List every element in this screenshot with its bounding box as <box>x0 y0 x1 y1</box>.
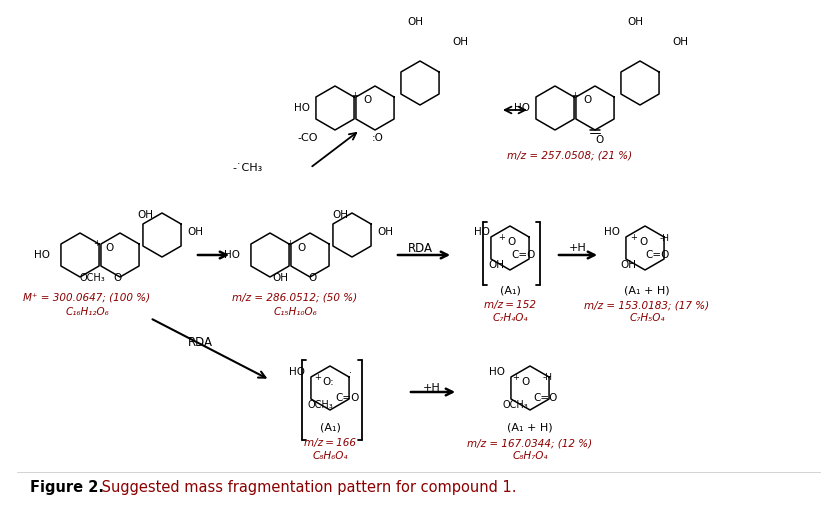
Text: HO: HO <box>513 103 529 113</box>
Text: +: + <box>314 372 321 382</box>
Text: Figure 2.: Figure 2. <box>30 480 104 495</box>
Text: HO: HO <box>224 250 240 260</box>
Text: m/z = 286.0512; (50 %): m/z = 286.0512; (50 %) <box>232 293 357 303</box>
Text: OH: OH <box>626 17 642 27</box>
Text: OH: OH <box>406 17 422 27</box>
Text: C₁₆H₁₂O₆: C₁₆H₁₂O₆ <box>65 307 109 317</box>
Text: O: O <box>584 95 591 105</box>
Text: HO: HO <box>473 227 489 237</box>
Text: C=O: C=O <box>335 393 359 403</box>
Text: -H: -H <box>660 233 669 243</box>
Text: -˙CH₃: -˙CH₃ <box>232 163 263 173</box>
Text: +: + <box>351 91 358 99</box>
Text: +: + <box>630 232 637 242</box>
Text: OH: OH <box>376 227 393 237</box>
Text: (A₁ + H): (A₁ + H) <box>624 285 669 295</box>
Text: C₁₅H₁₀O₆: C₁₅H₁₀O₆ <box>273 307 317 317</box>
Text: OH: OH <box>332 210 348 220</box>
Text: OH: OH <box>186 227 203 237</box>
Text: +: + <box>571 91 578 99</box>
Text: HO: HO <box>288 367 304 377</box>
Text: O: O <box>298 243 306 253</box>
Text: +H: +H <box>423 383 441 393</box>
Text: OH: OH <box>137 210 153 220</box>
Text: O: O <box>364 95 372 105</box>
Text: OCH₃: OCH₃ <box>79 273 104 283</box>
Text: m/z = 153.0183; (17 %): m/z = 153.0183; (17 %) <box>584 300 709 310</box>
Text: :O: :O <box>372 133 384 143</box>
Text: HO: HO <box>604 227 619 237</box>
Text: +: + <box>498 232 505 242</box>
Text: O: O <box>105 243 114 253</box>
Text: OCH₃: OCH₃ <box>307 400 333 410</box>
Text: C=O: C=O <box>645 250 670 260</box>
Text: HO: HO <box>488 367 504 377</box>
Text: C₇H₅O₄: C₇H₅O₄ <box>629 313 664 323</box>
Text: OH: OH <box>451 37 467 47</box>
Text: C₈H₆O₄: C₈H₆O₄ <box>312 451 347 461</box>
Text: O: O <box>522 377 529 387</box>
Text: O:: O: <box>322 377 334 387</box>
Text: C₈H₇O₄: C₈H₇O₄ <box>512 451 547 461</box>
Text: +: + <box>286 238 293 248</box>
Text: -H: -H <box>543 372 553 382</box>
Text: (A₁): (A₁) <box>319 423 340 433</box>
Text: HO: HO <box>34 250 50 260</box>
Text: OCH₃: OCH₃ <box>502 400 528 410</box>
Text: ˙: ˙ <box>347 372 352 382</box>
Text: m/z = 166: m/z = 166 <box>303 438 355 448</box>
Text: RDA: RDA <box>407 242 432 254</box>
Text: OH: OH <box>671 37 687 47</box>
Text: OH: OH <box>619 260 635 270</box>
Text: +: + <box>512 372 519 382</box>
Text: O: O <box>507 237 516 247</box>
Text: OH: OH <box>272 273 288 283</box>
Text: O: O <box>639 237 647 247</box>
Text: Suggested mass fragmentation pattern for compound 1.: Suggested mass fragmentation pattern for… <box>97 480 516 495</box>
Text: O: O <box>114 273 122 283</box>
Text: OH: OH <box>487 260 503 270</box>
Text: +H: +H <box>568 243 586 253</box>
Text: (A₁): (A₁) <box>499 285 520 295</box>
Text: O: O <box>595 135 604 145</box>
Text: C₇H₄O₄: C₇H₄O₄ <box>492 313 528 323</box>
Text: m/z = 167.0344; (12 %): m/z = 167.0344; (12 %) <box>466 438 592 448</box>
Text: C=O: C=O <box>533 393 558 403</box>
Text: M⁺ = 300.0647; (100 %): M⁺ = 300.0647; (100 %) <box>23 293 150 303</box>
Text: m/z = 257.0508; (21 %): m/z = 257.0508; (21 %) <box>507 150 632 160</box>
Text: C=O: C=O <box>511 250 536 260</box>
Text: (A₁ + H): (A₁ + H) <box>507 423 552 433</box>
Text: HO: HO <box>293 103 309 113</box>
Text: -CO: -CO <box>298 133 318 143</box>
Text: +: + <box>94 238 100 248</box>
Text: O: O <box>308 273 317 283</box>
Text: RDA: RDA <box>187 335 212 349</box>
Text: m/z = 152: m/z = 152 <box>483 300 535 310</box>
